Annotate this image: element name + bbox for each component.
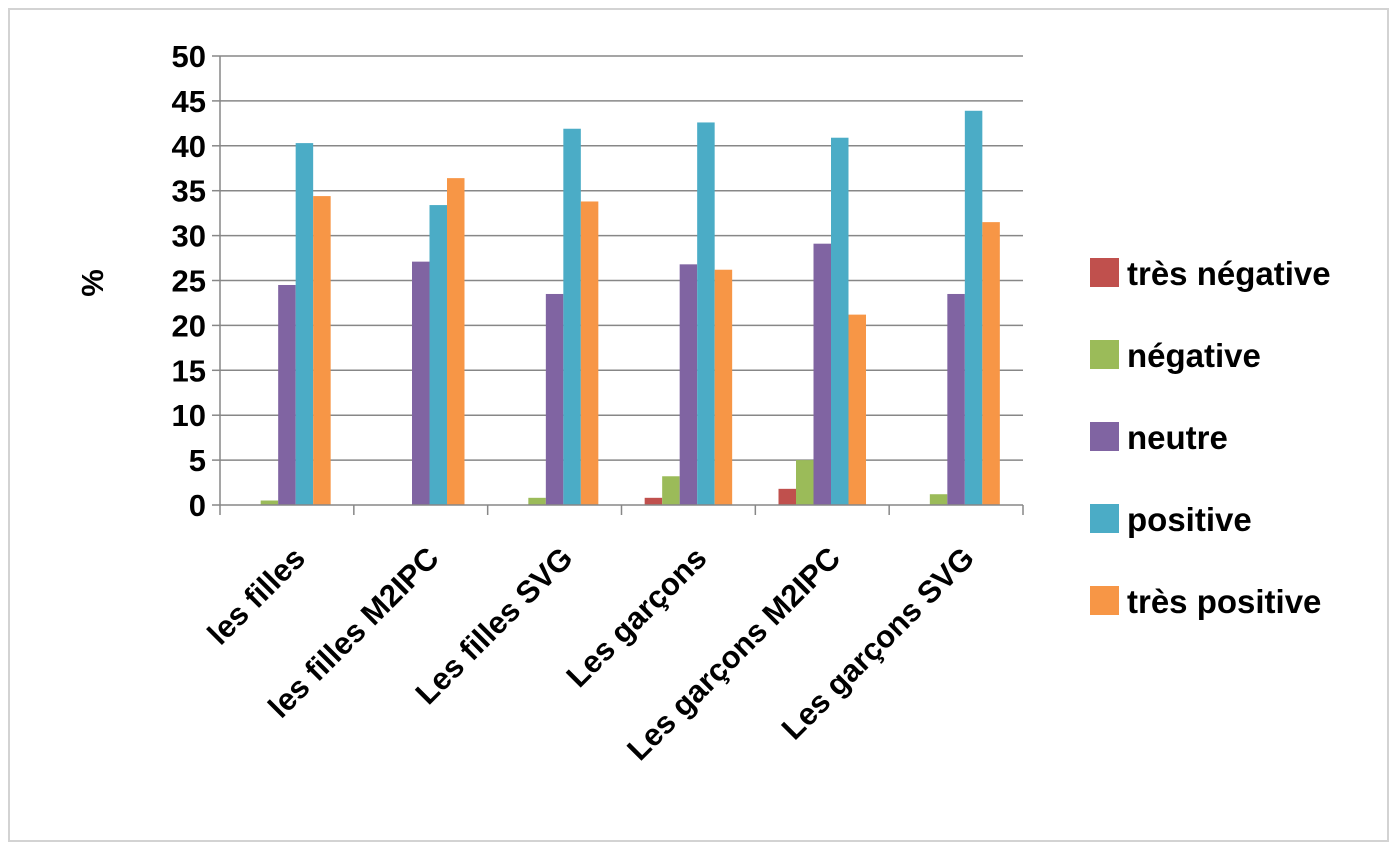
bar-très-positive-0 <box>313 196 331 505</box>
bar-positive-2 <box>563 128 581 505</box>
bar-négative-2 <box>528 497 546 505</box>
y-tick-label: 30 <box>172 219 206 254</box>
legend-label: très négative <box>1127 255 1331 292</box>
bar-très-positive-5 <box>982 222 1000 505</box>
bar-très-positive-4 <box>848 314 866 505</box>
y-tick-label: 5 <box>189 443 206 478</box>
bar-positive-5 <box>964 110 983 505</box>
bar-neutre-1 <box>412 261 430 505</box>
legend-swatch <box>1090 586 1119 615</box>
bar-neutre-2 <box>545 293 564 505</box>
legend-label: très positive <box>1127 583 1321 620</box>
y-tick-label: 50 <box>172 39 206 74</box>
bar-neutre-4 <box>813 243 831 505</box>
bar-neutre-5 <box>947 293 965 505</box>
y-tick-label: 15 <box>172 353 206 388</box>
bar-très-positive-3 <box>714 269 733 505</box>
legend: très négative négative neutre positive très … <box>1090 255 1331 620</box>
y-tick-label: 10 <box>172 398 206 433</box>
legend-swatch <box>1090 258 1119 287</box>
y-tick-label: 45 <box>172 84 206 119</box>
y-tick-label: 40 <box>172 129 206 164</box>
legend-label: neutre <box>1127 419 1228 456</box>
bar-négative-4 <box>796 460 814 505</box>
bar-très-négative-3 <box>644 497 663 505</box>
bar-positive-0 <box>295 143 314 505</box>
y-tick-label: 0 <box>189 488 206 523</box>
gridlines <box>220 55 1023 461</box>
legend-swatch <box>1090 504 1119 533</box>
bar-négative-5 <box>929 494 948 505</box>
bar-positive-3 <box>697 122 715 506</box>
bar-très-positive-2 <box>580 201 599 505</box>
y-axis-title: % <box>75 269 110 297</box>
bar-négative-0 <box>260 500 279 505</box>
legend-swatch <box>1090 422 1119 451</box>
bar-neutre-0 <box>278 284 296 505</box>
legend-label: positive <box>1127 501 1252 538</box>
x-tick-label: les filles <box>201 540 312 651</box>
bar-très-positive-1 <box>447 178 465 506</box>
bars <box>260 110 1000 506</box>
y-tick-labels: 0 5 10 15 20 25 30 35 40 45 50 <box>172 39 206 523</box>
legend-label: négative <box>1127 337 1261 374</box>
axes <box>212 55 1024 515</box>
bar-très-négative-4 <box>778 488 796 505</box>
y-tick-label: 35 <box>172 174 206 209</box>
y-tick-label: 25 <box>172 264 206 299</box>
bar-positive-1 <box>429 205 447 505</box>
legend-swatch <box>1090 340 1119 369</box>
bar-positive-4 <box>831 137 849 505</box>
bar-neutre-3 <box>679 264 698 505</box>
bar-négative-3 <box>662 476 680 505</box>
y-tick-label: 20 <box>172 308 206 343</box>
